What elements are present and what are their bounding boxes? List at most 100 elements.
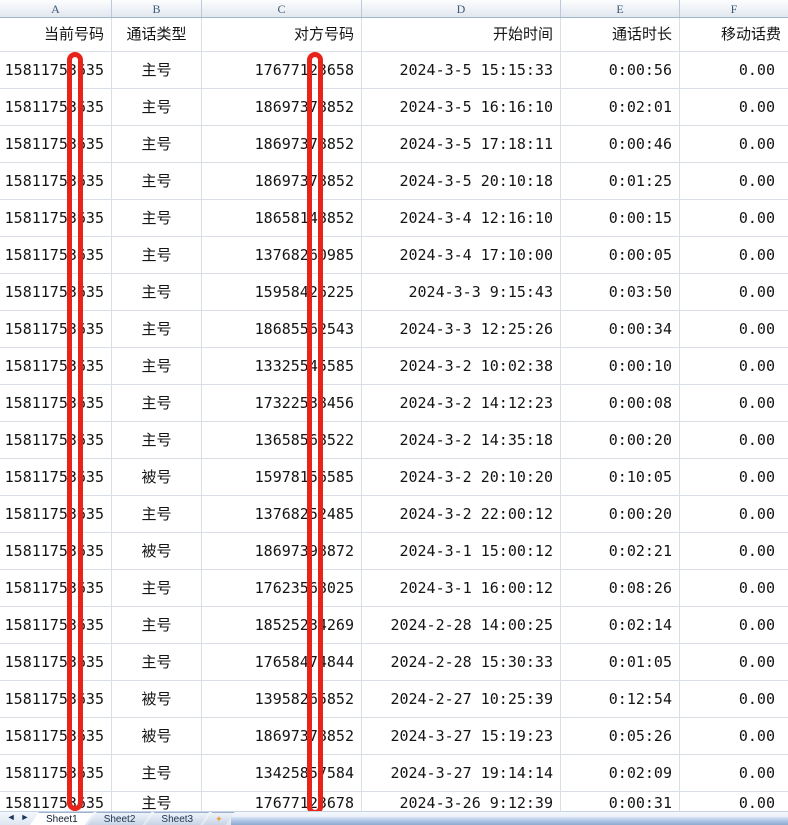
cell-other-number[interactable]: 13768260985 [202, 237, 362, 273]
cell-call-type[interactable]: 主号 [112, 126, 202, 162]
cell-call-type[interactable]: 被号 [112, 718, 202, 754]
cell-duration[interactable]: 0:02:01 [561, 89, 680, 125]
cell-other-number[interactable]: 18697378852 [202, 126, 362, 162]
cell-current-number[interactable]: 15811753635 [0, 274, 112, 310]
cell-call-type[interactable]: 被号 [112, 533, 202, 569]
cell-fee[interactable]: 0.00 [738, 208, 775, 227]
tab-scroll-last-icon[interactable]: ► [20, 812, 30, 822]
cell-current-number[interactable]: 15811753635 [0, 681, 112, 717]
cell-duration[interactable]: 0:00:15 [561, 200, 680, 236]
cell-start-time[interactable]: 2024-2-27 10:25:39 [362, 681, 561, 717]
cell-duration[interactable]: 0:10:05 [561, 459, 680, 495]
cell-call-type[interactable]: 主号 [112, 385, 202, 421]
cell-fee[interactable]: 0.00 [738, 578, 775, 597]
cell-duration[interactable]: 0:05:26 [561, 718, 680, 754]
tab-scroll-first-icon[interactable]: ◄ [6, 812, 16, 822]
cell-start-time[interactable]: 2024-3-2 10:02:38 [362, 348, 561, 384]
cell-fee[interactable]: 0.00 [738, 171, 775, 190]
cell-duration[interactable]: 0:12:54 [561, 681, 680, 717]
cell-other-number[interactable]: 17677123658 [202, 52, 362, 88]
cell-start-time[interactable]: 2024-3-26 9:12:39 [362, 792, 561, 825]
column-header-d[interactable]: D [362, 0, 561, 17]
cell-duration[interactable]: 0:01:05 [561, 644, 680, 680]
cell-current-number[interactable]: 15811753635 [0, 52, 112, 88]
cell-call-type[interactable]: 主号 [112, 422, 202, 458]
cell-current-number[interactable]: 15811753635 [0, 718, 112, 754]
cell-other-number[interactable]: 15978156585 [202, 459, 362, 495]
cell-start-time[interactable]: 2024-3-27 15:19:23 [362, 718, 561, 754]
cell-call-type[interactable]: 主号 [112, 607, 202, 643]
cell-fee[interactable]: 0.00 [738, 467, 775, 486]
cell-current-number[interactable]: 15811753635 [0, 126, 112, 162]
cell-duration[interactable]: 0:00:34 [561, 311, 680, 347]
column-header-b[interactable]: B [112, 0, 202, 17]
cell-other-number[interactable]: 18697398872 [202, 533, 362, 569]
header-cell-duration[interactable]: 通话时长 [561, 18, 680, 51]
cell-start-time[interactable]: 2024-3-2 14:12:23 [362, 385, 561, 421]
cell-start-time[interactable]: 2024-3-5 15:15:33 [362, 52, 561, 88]
cell-call-type[interactable]: 主号 [112, 644, 202, 680]
cell-fee[interactable]: 0.00 [738, 97, 775, 116]
cell-other-number[interactable]: 17623568025 [202, 570, 362, 606]
cell-duration[interactable]: 0:00:20 [561, 496, 680, 532]
cell-fee[interactable]: 0.00 [738, 282, 775, 301]
cell-start-time[interactable]: 2024-3-4 12:16:10 [362, 200, 561, 236]
cell-current-number[interactable]: 15811753635 [0, 496, 112, 532]
column-header-c[interactable]: C [202, 0, 362, 17]
cell-other-number[interactable]: 18685562543 [202, 311, 362, 347]
cell-current-number[interactable]: 15811753635 [0, 163, 112, 199]
cell-fee[interactable]: 0.00 [738, 504, 775, 523]
cell-current-number[interactable]: 15811753635 [0, 570, 112, 606]
cell-fee[interactable]: 0.00 [738, 794, 775, 812]
cell-duration[interactable]: 0:00:20 [561, 422, 680, 458]
cell-duration[interactable]: 0:02:09 [561, 755, 680, 791]
cell-call-type[interactable]: 主号 [112, 311, 202, 347]
cell-other-number[interactable]: 13658568522 [202, 422, 362, 458]
cell-start-time[interactable]: 2024-3-5 20:10:18 [362, 163, 561, 199]
column-header-a[interactable]: A [0, 0, 112, 17]
cell-call-type[interactable]: 主号 [112, 237, 202, 273]
cell-other-number[interactable]: 18697378852 [202, 89, 362, 125]
cell-current-number[interactable]: 15811753635 [0, 422, 112, 458]
cell-duration[interactable]: 0:00:56 [561, 52, 680, 88]
header-cell-current-number[interactable]: 当前号码 [0, 18, 112, 51]
tab-sheet2[interactable]: Sheet2 [88, 812, 152, 825]
cell-duration[interactable]: 0:00:10 [561, 348, 680, 384]
cell-fee[interactable]: 0.00 [738, 430, 775, 449]
tab-sheet1[interactable]: Sheet1 [30, 812, 94, 825]
cell-duration[interactable]: 0:00:46 [561, 126, 680, 162]
cell-other-number[interactable]: 18697378852 [202, 163, 362, 199]
cell-other-number[interactable]: 18658148852 [202, 200, 362, 236]
header-cell-call-type[interactable]: 通话类型 [112, 18, 202, 51]
cell-duration[interactable]: 0:00:05 [561, 237, 680, 273]
cell-start-time[interactable]: 2024-3-4 17:10:00 [362, 237, 561, 273]
cell-fee[interactable]: 0.00 [738, 689, 775, 708]
cell-start-time[interactable]: 2024-3-1 16:00:12 [362, 570, 561, 606]
cell-start-time[interactable]: 2024-3-3 9:15:43 [362, 274, 561, 310]
cell-call-type[interactable]: 主号 [112, 570, 202, 606]
cell-other-number[interactable]: 17658474844 [202, 644, 362, 680]
cell-call-type[interactable]: 被号 [112, 459, 202, 495]
cell-other-number[interactable]: 17677123678 [202, 792, 362, 825]
cell-call-type[interactable]: 主号 [112, 200, 202, 236]
insert-worksheet-tab[interactable]: ✦ [203, 812, 235, 825]
cell-start-time[interactable]: 2024-3-5 16:16:10 [362, 89, 561, 125]
column-header-f[interactable]: F [730, 1, 738, 16]
cell-fee[interactable]: 0.00 [738, 615, 775, 634]
cell-fee[interactable]: 0.00 [738, 134, 775, 153]
cell-duration[interactable]: 0:03:50 [561, 274, 680, 310]
cell-fee[interactable]: 0.00 [738, 356, 775, 375]
cell-start-time[interactable]: 2024-3-5 17:18:11 [362, 126, 561, 162]
cell-duration[interactable]: 0:00:31 [561, 792, 680, 825]
cell-start-time[interactable]: 2024-3-3 12:25:26 [362, 311, 561, 347]
cell-current-number[interactable]: 15811753635 [0, 607, 112, 643]
cell-call-type[interactable]: 主号 [112, 52, 202, 88]
cell-current-number[interactable]: 15811753635 [0, 755, 112, 791]
cell-duration[interactable]: 0:08:26 [561, 570, 680, 606]
cell-call-type[interactable]: 主号 [112, 792, 202, 825]
cell-duration[interactable]: 0:01:25 [561, 163, 680, 199]
cell-fee[interactable]: 0.00 [738, 726, 775, 745]
cell-call-type[interactable]: 主号 [112, 496, 202, 532]
cell-current-number[interactable]: 15811753635 [0, 644, 112, 680]
cell-fee[interactable]: 0.00 [738, 60, 775, 79]
